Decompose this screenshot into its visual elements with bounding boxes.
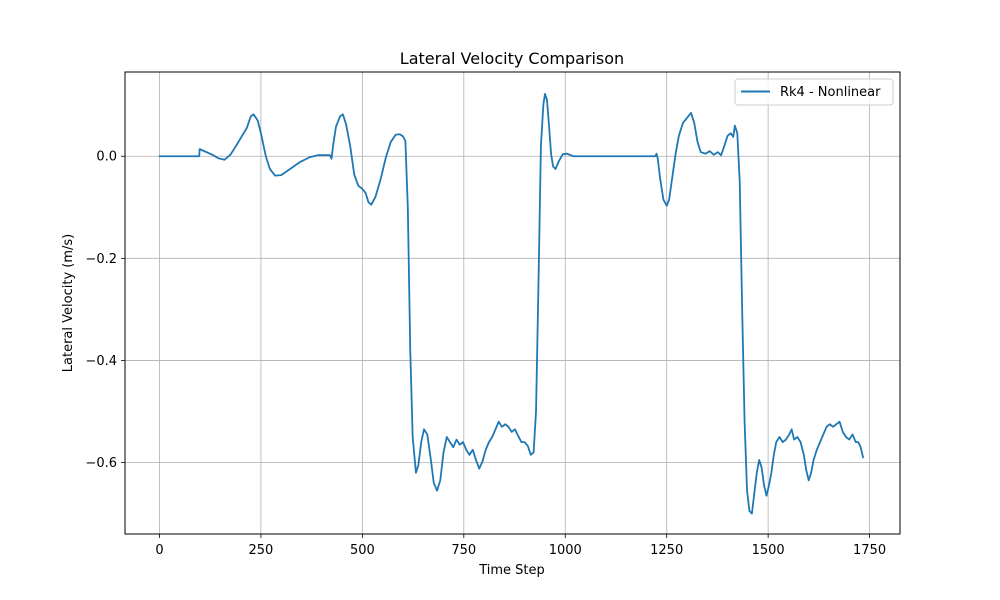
y-axis-label: Lateral Velocity (m/s) <box>61 234 76 372</box>
x-tick-label: 1000 <box>549 543 582 558</box>
legend-label: Rk4 - Nonlinear <box>780 85 881 100</box>
y-tick-label: −0.4 <box>85 354 117 369</box>
x-tick-label: 500 <box>350 543 375 558</box>
plot-frame <box>124 71 901 535</box>
x-tick-label: 1500 <box>752 543 785 558</box>
y-tick-label: −0.6 <box>85 456 117 471</box>
y-tick-label: 0.0 <box>96 150 117 165</box>
grid-lines <box>125 72 900 534</box>
x-axis-ticks: 0 250 500 750 1000 1250 1500 1750 <box>155 534 886 558</box>
chart-title: Lateral Velocity Comparison <box>400 49 624 68</box>
y-tick-label: −0.2 <box>85 252 117 267</box>
legend: Rk4 - Nonlinear <box>734 78 894 106</box>
x-tick-label: 1750 <box>853 543 886 558</box>
x-tick-label: 1250 <box>650 543 683 558</box>
legend-box <box>734 78 894 106</box>
plot-area <box>125 72 900 534</box>
y-axis-ticks: −0.6 −0.4 −0.2 0.0 <box>85 150 125 471</box>
series-line <box>158 93 864 515</box>
x-tick-label: 250 <box>249 543 274 558</box>
x-tick-label: 0 <box>155 543 163 558</box>
x-axis-label: Time Step <box>478 563 545 578</box>
x-tick-label: 750 <box>451 543 476 558</box>
series-layer <box>158 93 864 515</box>
